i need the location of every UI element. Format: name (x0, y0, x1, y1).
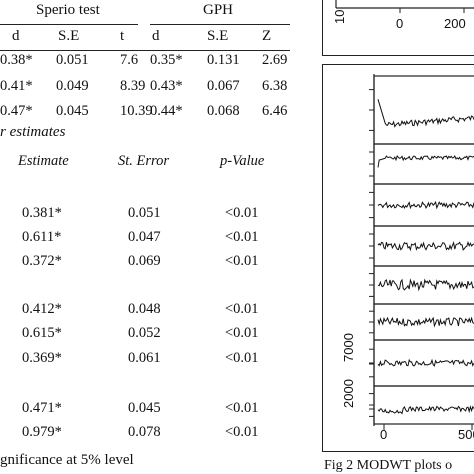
modwt-series (377, 405, 474, 415)
header-p-value: p-Value (220, 153, 265, 169)
modwt-series (377, 240, 474, 252)
modwt-series (377, 316, 474, 328)
column-header: t (120, 28, 125, 44)
table-cell: 0.41* (0, 78, 33, 94)
estimate-cell: 0.611* (22, 229, 62, 245)
table-cell: 0.067 (207, 78, 240, 94)
modwt-plot (369, 74, 474, 430)
table-cell: 8.39 (120, 78, 146, 94)
header-estimate: Estimate (18, 153, 69, 169)
modwt-series (377, 99, 474, 128)
header-st-error: St. Error (118, 153, 170, 169)
estimate-cell: 0.047 (128, 229, 161, 245)
estimate-cell: 0.048 (128, 301, 161, 317)
table-cell: 2.69 (262, 52, 288, 68)
section-title: r estimates (0, 124, 66, 140)
table-cell: 0.049 (56, 78, 89, 94)
estimate-cell: 0.078 (128, 424, 161, 440)
figure-bottom-xtick-1: 500 (458, 427, 474, 442)
estimate-cell: 0.069 (128, 253, 161, 269)
column-header: S.E (207, 28, 229, 44)
modwt-series (377, 154, 474, 168)
group-rule-right (150, 24, 290, 25)
table-cell: 0.43* (150, 78, 183, 94)
estimate-cell: 0.979* (22, 424, 62, 440)
group-header-sperio: Sperio test (36, 2, 100, 18)
table-cell: 6.46 (262, 103, 288, 119)
figure-top-xtick-0: 0 (396, 16, 404, 31)
table-cell: 0.44* (150, 103, 183, 119)
table-cell: 0.47* (0, 103, 33, 119)
figure-caption: Fig 2 MODWT plots o (324, 458, 453, 473)
modwt-series (377, 278, 474, 292)
estimate-cell: <0.01 (225, 205, 259, 221)
figure-bottom-ytick-7000: 7000 (341, 333, 356, 362)
modwt-panel (373, 183, 474, 227)
estimate-cell: 0.045 (128, 400, 161, 416)
estimate-cell: 0.372* (22, 253, 62, 269)
estimate-cell: 0.412* (22, 301, 62, 317)
column-header: S.E (58, 28, 80, 44)
table-cell: 0.068 (207, 103, 240, 119)
estimate-cell: <0.01 (225, 400, 259, 416)
estimate-cell: 0.369* (22, 350, 62, 366)
modwt-series (377, 200, 474, 210)
group-header-gph: GPH (203, 2, 234, 18)
estimate-cell: <0.01 (225, 301, 259, 317)
estimate-cell: <0.01 (225, 229, 259, 245)
figure-bottom-xtick-0: 0 (380, 427, 388, 442)
estimate-cell: <0.01 (225, 325, 259, 341)
table-cell: 0.38* (0, 52, 33, 68)
group-rule-left (0, 24, 138, 25)
estimate-cell: <0.01 (225, 350, 259, 366)
estimate-cell: <0.01 (225, 424, 259, 440)
table-cell: 0.131 (207, 52, 240, 68)
modwt-panel (373, 385, 474, 425)
table-cell: 7.6 (120, 52, 139, 68)
figure-bottom-frame (322, 64, 474, 452)
estimate-cell: 0.061 (128, 350, 161, 366)
modwt-panel (373, 75, 474, 145)
table-cell: 0.045 (56, 103, 89, 119)
estimate-cell: <0.01 (225, 253, 259, 269)
estimate-cell: 0.615* (22, 325, 62, 341)
header-rule (0, 50, 290, 51)
figure-top-axis (335, 0, 474, 13)
modwt-panel (373, 143, 474, 185)
footnote: gnificance at 5% level (0, 452, 134, 468)
estimate-cell: 0.381* (22, 205, 62, 221)
modwt-series (377, 358, 474, 367)
table-cell: 0.35* (150, 52, 183, 68)
figure-top-frame (322, 0, 474, 56)
figure-top-xtick-1: 200 (444, 16, 466, 31)
table-cell: 10.39 (120, 103, 153, 119)
column-header: d (152, 28, 160, 44)
figure-bottom-ytick-2000: 2000 (341, 379, 356, 408)
table-cell: 6.38 (262, 78, 288, 94)
column-header: Z (262, 28, 272, 44)
estimate-cell: 0.471* (22, 400, 62, 416)
estimate-cell: 0.052 (128, 325, 161, 341)
table-cell: 0.051 (56, 52, 89, 68)
column-header: d (12, 28, 20, 44)
estimate-cell: 0.051 (128, 205, 161, 221)
